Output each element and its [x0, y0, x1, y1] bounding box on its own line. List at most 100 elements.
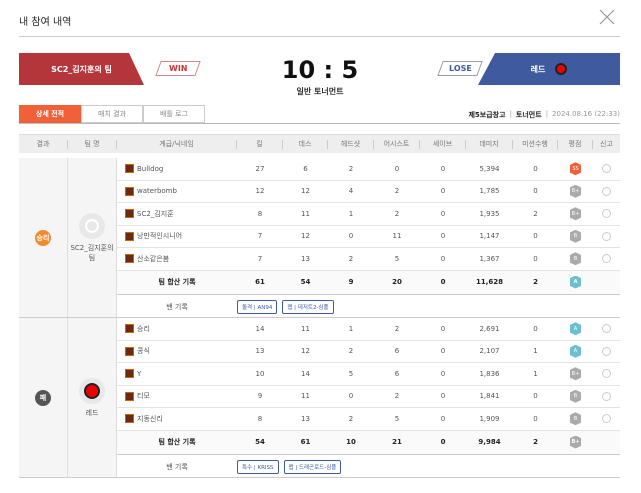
ban-row: 밴 기록 특수 | KRISS 맵 | 드래곤로드-심플	[117, 455, 620, 479]
report-icon[interactable]	[602, 369, 611, 379]
column-header: 평점	[558, 139, 593, 149]
stat-s: 0	[440, 392, 446, 401]
stat-s: 0	[440, 347, 446, 356]
stat-k: 8	[257, 209, 263, 218]
grade-badge: B	[570, 389, 581, 403]
stat-k: 7	[257, 232, 263, 241]
stat-hs: 10	[346, 438, 356, 446]
grade-badge: A	[570, 322, 581, 336]
team-name: 레드	[85, 408, 99, 417]
report-icon[interactable]	[602, 231, 611, 241]
player-nickname[interactable]: 티모	[137, 392, 150, 401]
win-label: WIN	[168, 64, 188, 73]
stat-a: 2	[394, 392, 400, 401]
rank-icon	[125, 324, 134, 334]
rank-icon	[125, 254, 134, 264]
red-team-icon	[555, 63, 568, 75]
grade-badge: A	[570, 275, 581, 289]
stat-dmg: 1,836	[479, 369, 500, 378]
tab-bar: 상세 전적 매치 결과 배틀 로그	[19, 105, 205, 123]
map-name: 제5보급창고	[468, 111, 506, 119]
grade-badge: B	[570, 252, 581, 266]
player-nickname[interactable]: 낭만적인시니어	[137, 232, 183, 241]
stat-s: 0	[440, 232, 446, 241]
stat-s: 0	[440, 164, 446, 173]
stat-dmg: 1,935	[479, 209, 500, 218]
total-label: 팀 합산 기록	[158, 438, 196, 446]
stat-m: 0	[533, 392, 538, 401]
stat-k: 14	[255, 324, 265, 333]
stat-d: 11	[301, 324, 310, 333]
close-icon[interactable]	[598, 8, 616, 26]
report-icon[interactable]	[602, 186, 611, 196]
player-nickname[interactable]: 승리	[137, 324, 150, 333]
player-nickname[interactable]: waterbomb	[137, 187, 177, 196]
report-icon[interactable]	[602, 324, 611, 334]
stat-a: 21	[392, 438, 402, 446]
result-cell: 승리	[19, 158, 68, 317]
player-nickname[interactable]: 콩식	[137, 347, 150, 356]
player-nickname[interactable]: 산소같은봄	[137, 254, 170, 263]
ban-tag: 돌격 | AN94	[237, 299, 278, 314]
stat-s: 0	[440, 209, 446, 218]
report-icon[interactable]	[602, 391, 611, 401]
player-nickname[interactable]: Y	[137, 369, 142, 378]
stat-d: 54	[300, 278, 311, 286]
rank-icon	[125, 369, 134, 379]
report-icon[interactable]	[602, 209, 611, 219]
stat-a: 20	[392, 278, 402, 286]
player-row: SC2_김지훈 8 11 1 2 0 1,935 2 B+	[117, 203, 620, 226]
tab-detail[interactable]: 상세 전적	[19, 105, 81, 123]
player-nickname[interactable]: 지동신리	[137, 414, 163, 423]
player-row: 콩식 13 12 2 6 0 2,107 1 A	[117, 341, 620, 363]
stat-d: 12	[301, 232, 310, 241]
column-header: 헤드샷	[328, 139, 374, 149]
report-icon[interactable]	[602, 254, 611, 264]
team-cell: 레드	[68, 318, 117, 477]
grade-badge: SS	[570, 162, 581, 176]
stat-dmg: 2,107	[479, 347, 500, 356]
stat-dmg: 1,147	[479, 232, 500, 241]
report-icon[interactable]	[602, 346, 611, 356]
player-nickname[interactable]: SC2_김지훈	[137, 209, 174, 218]
team-cell: SC2_김지훈의 팀	[68, 158, 117, 317]
stat-dmg: 1,367	[479, 254, 500, 263]
losing-team-banner: 레드	[478, 53, 620, 85]
tab-battle-log[interactable]: 배틀 로그	[143, 105, 205, 123]
stat-m: 1	[533, 369, 538, 378]
ban-row: 밴 기록 돌격 | AN94 맵 | 데저트2-심플	[117, 295, 620, 319]
win-tag: WIN	[155, 61, 201, 76]
stat-a: 2	[394, 324, 400, 333]
column-header: 세이브	[420, 139, 466, 149]
player-nickname[interactable]: Bulldog	[137, 164, 164, 173]
stat-m: 0	[533, 414, 538, 423]
column-header: 데미지	[466, 139, 513, 149]
stat-a: 5	[394, 414, 400, 423]
tab-match-result[interactable]: 매치 결과	[81, 105, 143, 123]
winning-team-banner: SC2_김지훈의 팀	[19, 53, 144, 85]
match-meta: 제5보급창고 | 토너먼트 | 2024.08.16 (22:33)	[468, 110, 620, 119]
report-icon[interactable]	[602, 164, 611, 174]
stat-a: 6	[394, 369, 400, 378]
stat-k: 10	[255, 369, 265, 378]
team-section: 승리 SC2_김지훈의 팀 Bulldog 27 6 2 0 0 5,394 0 SS water…	[19, 158, 620, 318]
ban-tag: 특수 | KRISS	[237, 459, 279, 474]
match-date: 2024.08.16 (22:33)	[552, 110, 620, 118]
divider	[19, 36, 620, 37]
stat-k: 7	[257, 254, 263, 263]
stat-m: 2	[533, 278, 538, 286]
grade-badge: B+	[570, 367, 581, 381]
stat-s: 0	[440, 438, 446, 446]
rank-icon	[125, 186, 134, 196]
stat-hs: 2	[348, 347, 354, 356]
stat-d: 12	[301, 347, 310, 356]
match-score: 10 : 5	[281, 56, 359, 84]
player-row: 낭만적인시니어 7 12 0 11 0 1,147 0 B	[117, 226, 620, 248]
stat-hs: 4	[348, 187, 354, 196]
result-cell: 패	[19, 318, 68, 477]
grade-badge: B+	[570, 435, 581, 449]
player-row: 산소같은봄 7 13 2 5 0 1,367 0 B	[117, 248, 620, 271]
stat-m: 0	[533, 254, 538, 263]
stat-k: 27	[255, 164, 265, 173]
report-icon[interactable]	[602, 414, 611, 424]
